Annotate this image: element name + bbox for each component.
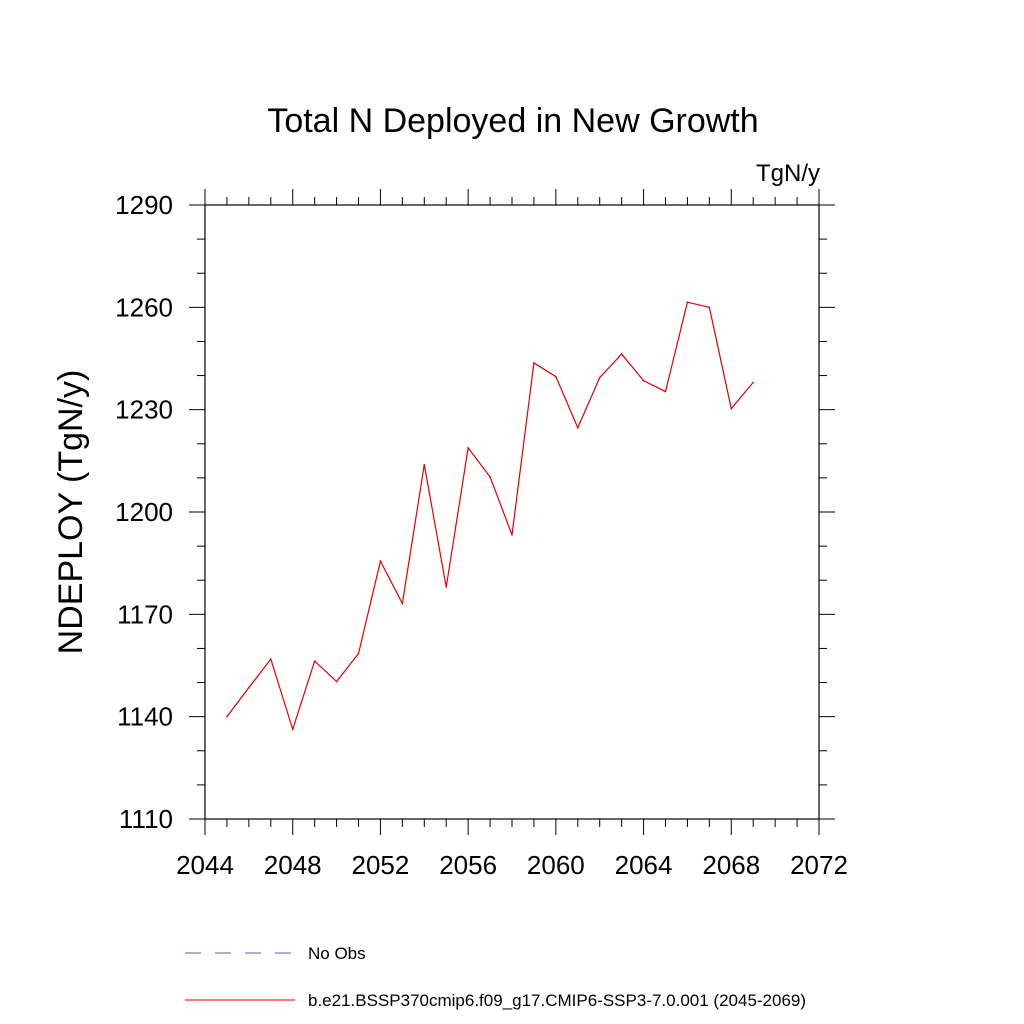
x-tick-label: 2052 bbox=[352, 850, 410, 880]
plot-area-frame bbox=[204, 204, 820, 820]
x-tick-label: 2044 bbox=[176, 850, 234, 880]
series-point bbox=[489, 476, 491, 478]
y-tick-label: 1110 bbox=[119, 804, 173, 834]
axis-tick-labels: 2044 2048 2052 2056 2060 2064 2068 2072 1110 1140… bbox=[115, 190, 848, 880]
series-point bbox=[423, 463, 426, 466]
series-point bbox=[445, 586, 448, 588]
series-line bbox=[226, 301, 754, 732]
x-tick-label: 2060 bbox=[527, 850, 585, 880]
series-point bbox=[335, 680, 338, 683]
series-point bbox=[379, 560, 382, 562]
series-point bbox=[642, 379, 645, 382]
series-point bbox=[248, 686, 250, 689]
series-point bbox=[598, 376, 601, 379]
axis-ticks bbox=[189, 189, 835, 835]
y-tick-label: 1200 bbox=[115, 497, 173, 527]
series-point bbox=[555, 375, 557, 378]
legend-label: No Obs bbox=[308, 944, 366, 963]
series-point bbox=[291, 728, 294, 731]
x-tick-label: 2072 bbox=[790, 850, 848, 880]
series-point bbox=[708, 306, 711, 309]
chart-title: Total N Deployed in New Growth bbox=[267, 102, 758, 140]
x-tick-label: 2064 bbox=[615, 850, 673, 880]
x-tick-label: 2048 bbox=[264, 850, 322, 880]
series-point bbox=[269, 658, 272, 660]
y-axis-label: NDEPLOY (TgN/y) bbox=[52, 370, 90, 655]
series-point bbox=[467, 447, 469, 449]
series-point bbox=[664, 390, 667, 393]
series-point bbox=[313, 660, 316, 662]
x-tick-label: 2068 bbox=[702, 850, 760, 880]
series-point bbox=[533, 362, 535, 364]
series-point bbox=[620, 353, 623, 355]
y-tick-label: 1170 bbox=[117, 599, 173, 629]
series-point bbox=[511, 534, 513, 536]
series-layer bbox=[226, 301, 755, 732]
legend: No Obs b.e21.BSSP370cmip6.f09_g17.CMIP6-S… bbox=[185, 944, 806, 1010]
series-point bbox=[686, 301, 689, 304]
series-point bbox=[226, 715, 228, 718]
series-point bbox=[730, 407, 733, 410]
series-point bbox=[752, 381, 755, 384]
legend-label: b.e21.BSSP370cmip6.f09_g17.CMIP6-SSP3-7.… bbox=[308, 991, 806, 1010]
x-tick-label: 2056 bbox=[439, 850, 497, 880]
units-label: TgN/y bbox=[756, 160, 820, 187]
series-point bbox=[401, 602, 404, 605]
series-point bbox=[357, 652, 360, 655]
y-tick-label: 1290 bbox=[115, 190, 173, 220]
y-tick-label: 1230 bbox=[115, 395, 173, 425]
y-tick-label: 1260 bbox=[115, 292, 173, 322]
y-tick-label: 1140 bbox=[117, 702, 173, 732]
series-point bbox=[576, 426, 579, 429]
